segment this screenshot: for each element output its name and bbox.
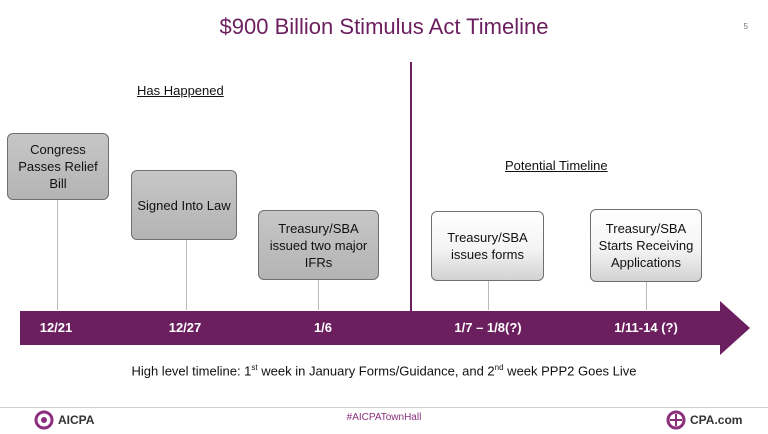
timeline-date: 12/21	[39, 320, 73, 335]
page-number: 5	[743, 22, 748, 31]
milestone-box-future: Treasury/SBA Starts Receiving Applicatio…	[590, 209, 702, 282]
page-title: $900 Billion Stimulus Act Timeline	[219, 14, 549, 39]
connector-line	[57, 200, 58, 310]
connector-line	[646, 282, 647, 310]
timeline-date: 1/6	[313, 320, 333, 335]
milestone-box-future: Treasury/SBA issues forms	[431, 211, 544, 281]
connector-line	[318, 280, 319, 310]
section-label-future: Potential Timeline	[505, 158, 608, 173]
timeline-footnote: High level timeline: 1st week in January…	[131, 363, 637, 379]
aicpa-logo: AICPA	[34, 410, 94, 430]
timeline-date: 1/7 – 1/8(?)	[454, 320, 522, 335]
hashtag-text: #AICPATownHall	[346, 412, 422, 423]
milestone-box-past: Treasury/SBA issued two major IFRs	[258, 210, 379, 280]
connector-line	[186, 240, 187, 310]
timeline-divider	[410, 62, 412, 315]
cpacom-logo-icon	[666, 410, 686, 430]
aicpa-logo-icon	[34, 410, 54, 430]
connector-line	[488, 281, 489, 310]
footer-rule	[0, 407, 768, 408]
milestone-box-past: Signed Into Law	[131, 170, 237, 240]
timeline-date: 12/27	[168, 320, 202, 335]
timeline-date: 1/11-14 (?)	[614, 320, 678, 335]
section-label-past: Has Happened	[137, 83, 224, 98]
cpacom-logo: CPA.com	[666, 410, 742, 430]
milestone-box-past: Congress Passes Relief Bill	[7, 133, 109, 200]
